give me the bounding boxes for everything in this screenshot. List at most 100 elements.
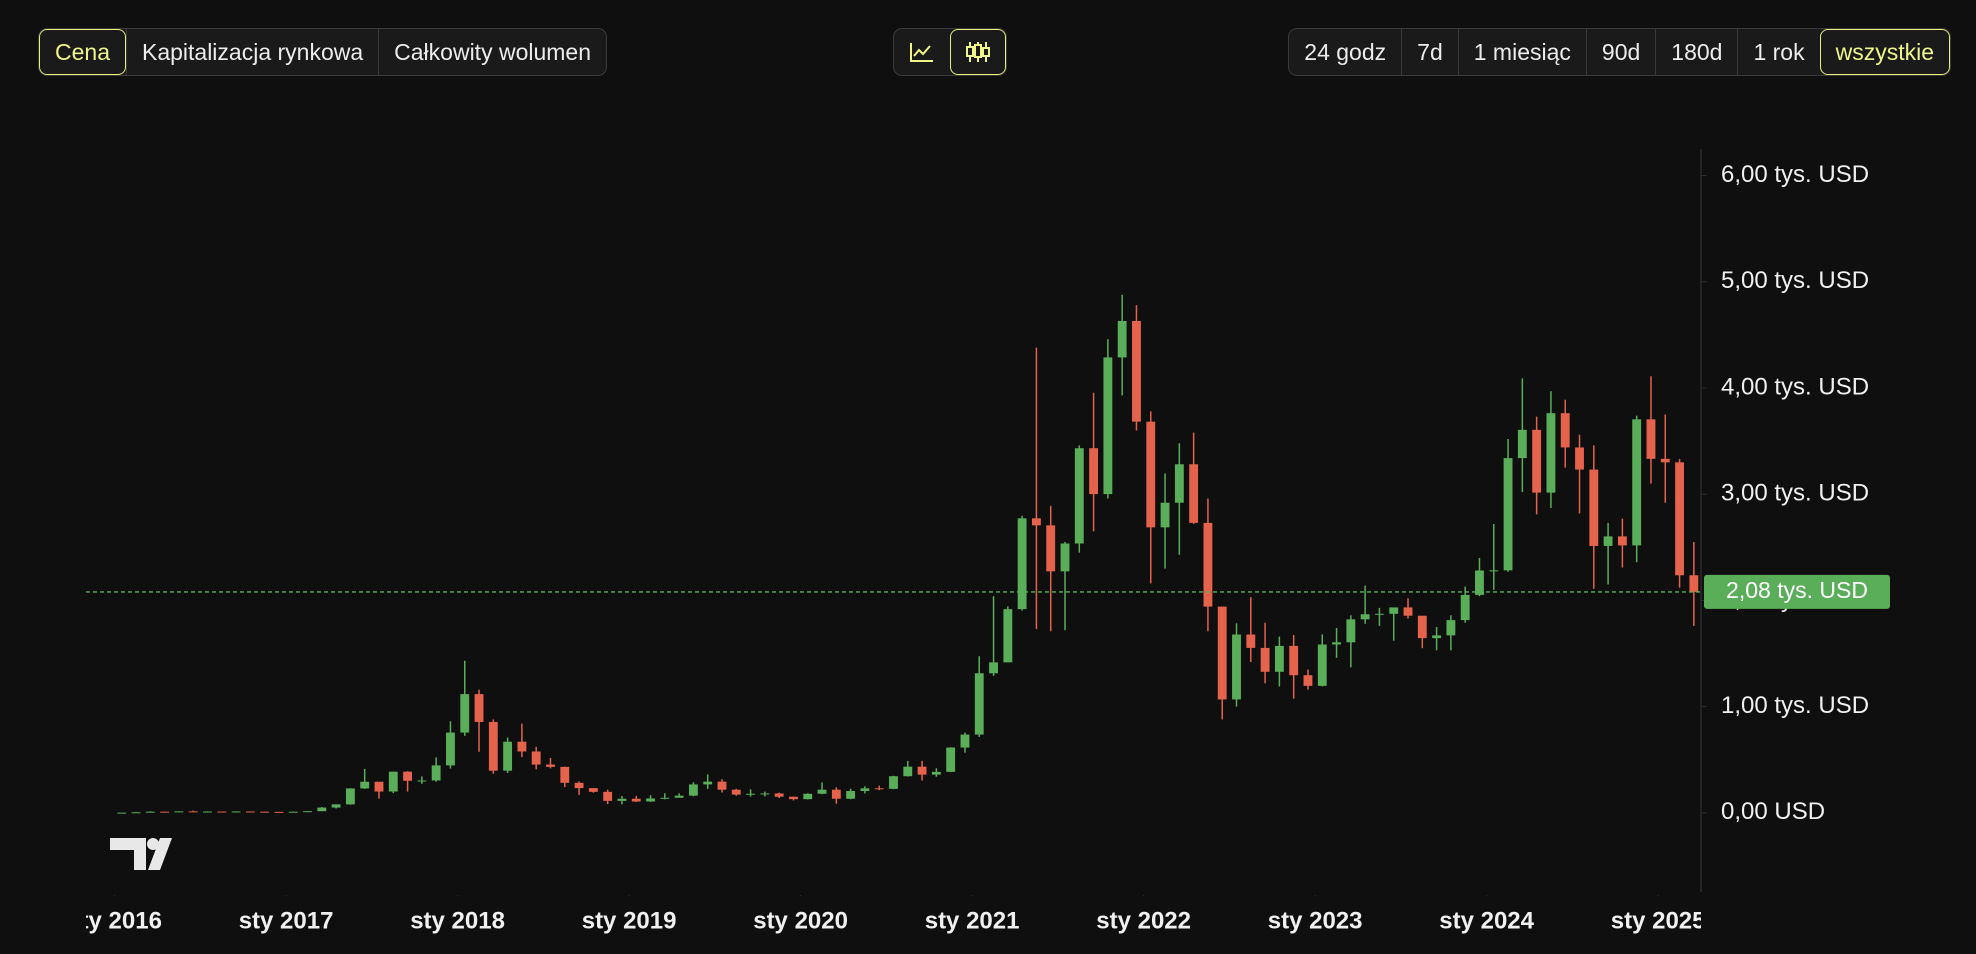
candle-body [874, 788, 884, 790]
candle-body [1046, 525, 1056, 572]
candle-body [974, 673, 984, 735]
y-tick-label: 4,00 tys. USD [1721, 373, 1869, 400]
candle-body [231, 811, 241, 813]
candle-body [1346, 619, 1356, 643]
candle-body [688, 784, 698, 796]
candle-body [503, 741, 513, 771]
x-axis: sty 2016 sty 2017 sty 2018 sty 2019 sty 2020… [86, 895, 1701, 934]
candle-body [1632, 419, 1642, 546]
candle-body [460, 694, 470, 733]
candle-body [1603, 536, 1613, 546]
candle-body [646, 798, 655, 802]
candle-body [1303, 675, 1313, 686]
candle-body [1660, 458, 1670, 463]
candle-body [417, 780, 427, 782]
candle-body [803, 793, 813, 800]
last-price-badge [1704, 574, 1890, 609]
range-tab[interactable]: 24 godz [1304, 38, 1387, 65]
candle-body [1003, 609, 1013, 663]
range-tab[interactable]: 180d [1655, 29, 1737, 75]
candle-body [1675, 462, 1684, 576]
candle-body [617, 798, 627, 801]
candle-body [388, 771, 398, 792]
candle-body [145, 811, 155, 813]
candle-body [174, 811, 184, 813]
range-tab[interactable]: wszystkie [1819, 29, 1950, 75]
candle-body [1360, 614, 1370, 620]
range-tabs: 24 godz 7d 1 miesiąc 90d 180d 1 rok wszystkie [1288, 28, 1951, 76]
candle-body [1546, 413, 1556, 493]
candle-body [1489, 570, 1499, 572]
candle-body [1203, 522, 1213, 607]
range-tab[interactable]: 1 rok [1737, 29, 1819, 75]
candle-body [1460, 594, 1470, 621]
range-tab[interactable]: 7d [1401, 29, 1458, 75]
candle-body [1160, 502, 1170, 528]
candle-body [317, 807, 327, 812]
candle-body [1560, 413, 1570, 448]
candle-body [245, 811, 255, 813]
x-tick-label: sty 2017 [239, 907, 334, 934]
candle-body [288, 811, 298, 813]
candle-body [1289, 645, 1299, 676]
candle-body [674, 795, 684, 798]
candle-body [1646, 419, 1656, 459]
x-tick-label: sty 2020 [753, 907, 848, 934]
x-tick-label: sty 2024 [1439, 907, 1534, 934]
candle-body [846, 790, 856, 799]
candle-body [717, 781, 727, 790]
candle-body [203, 811, 212, 813]
candle-body [1403, 607, 1413, 616]
tradingview-logo [110, 838, 172, 870]
candle-body [1417, 615, 1427, 639]
candle-body [989, 662, 998, 674]
x-tick-label: sty 2019 [582, 907, 677, 934]
candle-body [560, 766, 570, 783]
metric-tab[interactable]: Cena [39, 29, 126, 75]
candle-body [917, 766, 927, 775]
range-tab[interactable]: 90d [1585, 29, 1655, 75]
candle-body [760, 793, 770, 795]
candle-body [374, 781, 384, 792]
metric-tab[interactable]: Całkowity wolumen [378, 29, 606, 75]
y-tick-label: 3,00 tys. USD [1721, 480, 1869, 507]
candle-body [131, 812, 141, 814]
candle-body [903, 766, 913, 777]
candle-body [1317, 644, 1327, 686]
line-chart-button[interactable] [894, 29, 950, 75]
candle-body [117, 812, 127, 814]
candle-body [660, 797, 670, 799]
candle-body [746, 793, 756, 795]
range-tab[interactable]: 1 miesiąc [1457, 29, 1586, 75]
candle-body [1246, 634, 1256, 648]
last-price-label: 2,08 tys. USD [1726, 577, 1868, 603]
y-tick-label: 1,00 tys. USD [1721, 692, 1869, 719]
candle-body [1260, 647, 1270, 672]
candle-body [546, 764, 555, 767]
candle-body [1103, 357, 1113, 495]
candle-body [1232, 634, 1241, 700]
candle-body [731, 789, 741, 795]
candle-body [1446, 620, 1456, 636]
x-tick-label: sty 2018 [410, 907, 505, 934]
candle-body [1432, 635, 1442, 639]
metric-tabs: Cena Kapitalizacja rynkowa Całkowity wolum… [38, 28, 608, 76]
y-tick-label: 6,00 tys. USD [1721, 161, 1869, 188]
candle-body [303, 811, 312, 813]
candle-body [1274, 645, 1284, 672]
candle-body [1146, 421, 1156, 528]
candle-body [431, 765, 441, 781]
metric-tab[interactable]: Kapitalizacja rynkowa [125, 29, 378, 75]
candlestick-chart-button[interactable] [950, 29, 1006, 75]
candle-body [331, 804, 341, 808]
candle-body [188, 811, 198, 813]
candle-body [1117, 320, 1127, 358]
chart-style-toggle [893, 28, 1007, 76]
y-tick-label: 0,00 USD [1721, 798, 1825, 825]
candle-body [488, 721, 498, 771]
candle-body [531, 751, 541, 765]
